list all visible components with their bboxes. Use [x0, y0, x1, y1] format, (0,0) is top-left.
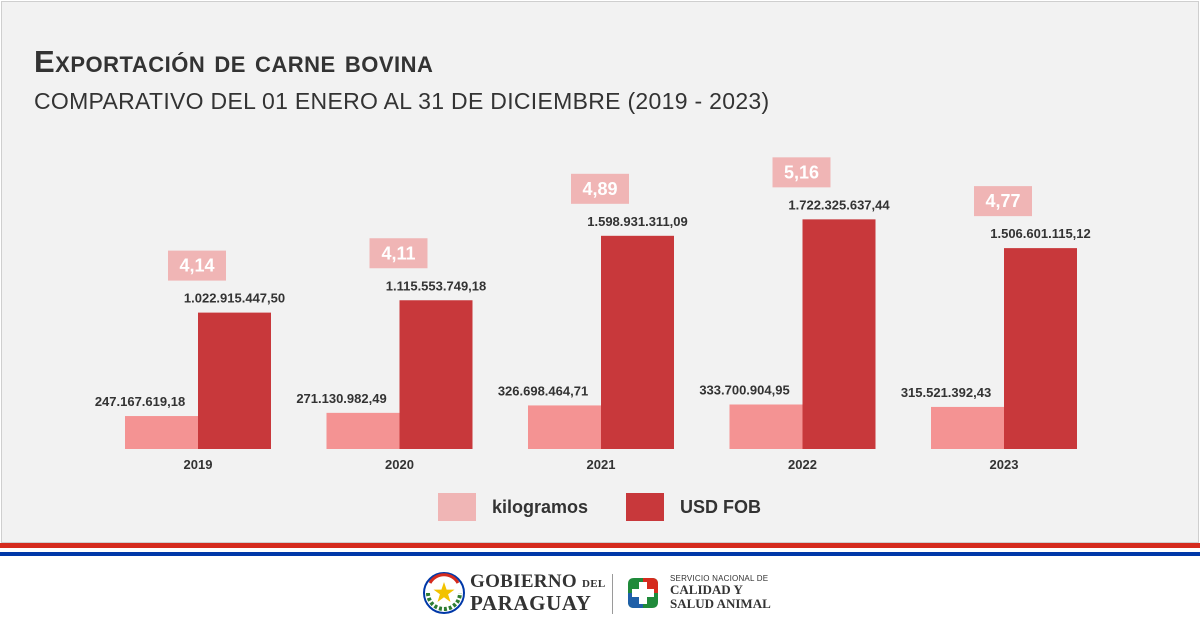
legend-item-usd-fob: USD FOB [626, 492, 761, 522]
data-label-usd-fob-2020: 1.115.553.749,18 [386, 278, 487, 293]
ratio-label-2019: 4,14 [179, 256, 214, 276]
flag-stripe-red [0, 543, 1200, 548]
ratio-label-2021: 4,89 [582, 179, 617, 199]
bar-chart: 247.167.619,18 1.022.915.447,50 4,14 2019 27… [95, 157, 1091, 472]
data-label-usd-fob-2019: 1.022.915.447,50 [184, 291, 285, 306]
bar-usd-fob-2023 [1004, 248, 1077, 449]
bar-usd-fob-2021 [601, 235, 674, 449]
x-tick-label-2022: 2022 [788, 457, 817, 472]
x-tick-label-2019: 2019 [184, 457, 213, 472]
flag-stripe-blue [0, 552, 1200, 556]
x-tick-label-2021: 2021 [587, 457, 616, 472]
ratio-label-2022: 5,16 [784, 162, 819, 182]
senacsa-line3: SALUD ANIMAL [670, 596, 771, 611]
legend-item-kilogramos: kilogramos [438, 492, 588, 522]
gov-line1-small: DEL [581, 578, 606, 590]
legend-swatch-usd-fob [626, 493, 664, 521]
data-label-usd-fob-2022: 1.722.325.637,44 [788, 197, 890, 212]
x-tick-label-2020: 2020 [385, 457, 414, 472]
legend-label-kilogramos: kilogramos [492, 496, 589, 517]
senacsa-line2: CALIDAD Y [670, 582, 743, 597]
gov-line1: GOBIERNO [470, 571, 577, 592]
bar-kilogramos-2020 [326, 412, 400, 449]
x-tick-label-2023: 2023 [990, 457, 1019, 472]
page-subtitle: COMPARATIVO DEL 01 ENERO AL 31 DE DICIEM… [34, 88, 770, 114]
legend-label-usd-fob: USD FOB [680, 496, 761, 517]
senacsa-cross-icon [628, 578, 658, 608]
ratio-box-2019 [168, 250, 226, 281]
bar-usd-fob-2019 [198, 312, 271, 449]
bar-kilogramos-2021 [528, 405, 601, 449]
gov-line2: PARAGUAY [470, 591, 592, 615]
flag-stripe-white [0, 548, 1200, 552]
senacsa-line1: SERVICIO NACIONAL DE [670, 574, 769, 583]
ratio-label-2023: 4,77 [985, 191, 1020, 211]
data-label-kilogramos-2022: 333.700.904,95 [699, 383, 789, 398]
bar-usd-fob-2020 [399, 300, 473, 449]
data-label-usd-fob-2021: 1.598.931.311,09 [587, 214, 688, 229]
ratio-box-2023 [974, 186, 1032, 217]
data-label-kilogramos-2020: 271.130.982,49 [296, 391, 386, 406]
ratio-label-2020: 4,11 [381, 243, 415, 263]
paraguay-coat-of-arms-icon [423, 572, 465, 614]
ratio-box-2022 [772, 157, 831, 188]
ratio-box-2021 [571, 173, 629, 204]
data-label-kilogramos-2019: 247.167.619,18 [95, 394, 185, 409]
legend-swatch-kilogramos [438, 493, 476, 521]
bar-kilogramos-2019 [125, 416, 198, 449]
bar-kilogramos-2023 [931, 406, 1004, 449]
page-title: Exportación de carne bovina [34, 44, 434, 79]
gobierno-paraguay-logo: GOBIERNO DEL PARAGUAY [470, 571, 606, 615]
bar-usd-fob-2022 [802, 219, 876, 449]
data-label-usd-fob-2023: 1.506.601.115,12 [990, 226, 1091, 241]
ratio-box-2020 [369, 238, 428, 269]
bar-kilogramos-2022 [729, 404, 803, 449]
data-label-kilogramos-2023: 315.521.392,43 [901, 385, 991, 400]
logo-separator [612, 574, 613, 614]
senacsa-logo: SERVICIO NACIONAL DE CALIDAD Y SALUD ANI… [670, 574, 771, 611]
footer [0, 556, 1200, 628]
data-label-kilogramos-2021: 326.698.464,71 [498, 383, 588, 398]
